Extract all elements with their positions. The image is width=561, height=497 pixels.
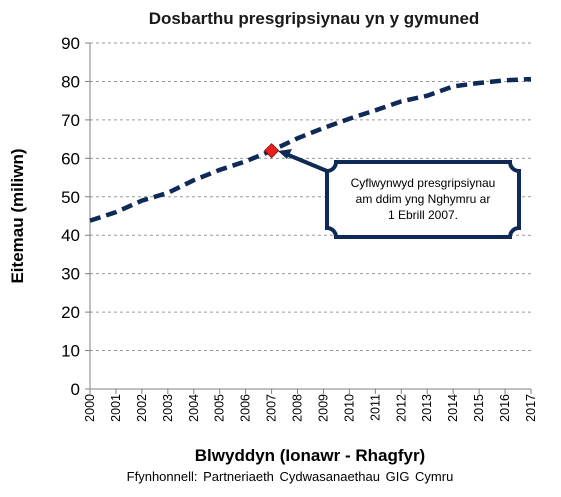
x-tick-label: 2012	[394, 394, 408, 422]
annotation-box	[325, 160, 521, 239]
x-tick-label: 2009	[316, 394, 330, 422]
x-tick-label: 2014	[446, 394, 460, 422]
x-tick-label: 2017	[524, 394, 538, 422]
x-tick-labels: 2000 2001 2002 2003 2004 2005 2006 2007 2008 2009…	[83, 389, 538, 422]
annotation-line-1: Cyflwynwyd presgripsiynau	[351, 176, 496, 190]
x-tick-label: 2007	[265, 394, 279, 422]
annotation-line-2: am ddim yng Nghymru ar	[356, 192, 491, 206]
x-tick-label: 2011	[368, 394, 382, 421]
x-tick-label: 2002	[135, 394, 149, 422]
y-axis-label: Eitemau (miliwn)	[8, 148, 27, 283]
y-tick-label: 80	[61, 72, 80, 91]
y-tick-label: 30	[61, 265, 80, 284]
annotation-arrow-line	[285, 152, 328, 173]
x-tick-label: 2001	[109, 394, 123, 422]
x-tick-label: 2013	[420, 394, 434, 422]
x-tick-label: 2004	[187, 394, 201, 422]
series-line	[89, 76, 532, 223]
annotation-callout: Cyflwynwyd presgripsiynau am ddim yng Ng…	[278, 149, 521, 239]
source-note: Ffynhonnell: Partneriaeth Cydwasanaethau…	[127, 469, 454, 484]
y-tick-label: 0	[71, 380, 80, 399]
chart-title: Dosbarthu presgripsiynau yn y gymuned	[149, 9, 480, 28]
x-tick-label: 2010	[342, 394, 356, 422]
y-tick-label: 10	[61, 342, 80, 361]
y-tick-label: 50	[61, 188, 80, 207]
annotation-arrow-head	[278, 149, 292, 159]
x-tick-label: 2003	[161, 394, 175, 422]
x-tick-label: 2005	[213, 394, 227, 422]
y-tick-label: 70	[61, 111, 80, 130]
x-tick-label: 2015	[472, 394, 486, 422]
x-tick-label: 2000	[83, 394, 97, 422]
y-tick-label: 60	[61, 149, 80, 168]
x-tick-label: 2008	[291, 394, 305, 422]
y-tick-label: 90	[61, 34, 80, 53]
y-tick-label: 40	[61, 226, 80, 245]
x-tick-label: 2006	[239, 394, 253, 422]
y-tick-label: 20	[61, 303, 80, 322]
x-tick-label: 2016	[498, 394, 512, 422]
y-tick-labels: 0 10 20 30 40 50 60 70 80 90	[61, 34, 90, 399]
annotation-line-3: 1 Ebrill 2007.	[388, 208, 458, 222]
free-prescriptions-marker	[264, 143, 280, 159]
x-axis-label: Blwyddyn (Ionawr - Rhagfyr)	[195, 446, 425, 465]
